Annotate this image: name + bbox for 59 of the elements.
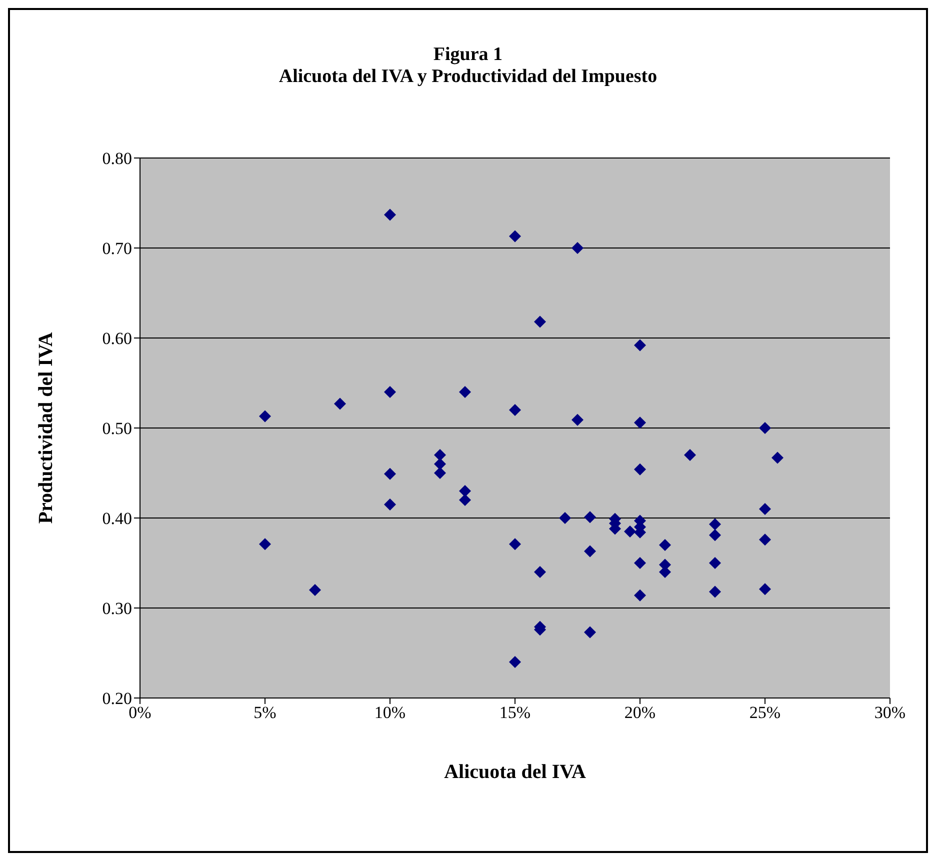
point	[384, 386, 396, 398]
point	[772, 452, 784, 464]
point	[709, 586, 721, 598]
point	[509, 538, 521, 550]
point	[434, 449, 446, 461]
x-axis-title: Alicuota del IVA	[444, 761, 586, 783]
x-tick-label: 5%	[254, 703, 276, 722]
point	[384, 498, 396, 510]
point	[434, 458, 446, 470]
x-tick-label: 25%	[749, 703, 781, 722]
point	[509, 656, 521, 668]
point	[624, 526, 636, 538]
point	[584, 545, 596, 558]
point	[384, 208, 396, 221]
point	[334, 398, 346, 410]
y-tick-label: 0.50	[102, 419, 132, 438]
point	[572, 242, 584, 254]
point	[559, 512, 571, 524]
chart-subtitle: Alicuota del IVA y Productividad del Impuesto	[278, 66, 658, 88]
point	[634, 589, 646, 602]
point	[459, 494, 471, 506]
point	[534, 566, 546, 578]
point	[709, 557, 721, 569]
point	[659, 539, 671, 551]
y-tick-label: 0.30	[102, 599, 132, 618]
y-tick-label: 0.40	[102, 509, 132, 528]
point	[384, 468, 396, 480]
x-tick-label: 15%	[499, 703, 531, 722]
point	[309, 584, 321, 596]
point	[584, 511, 596, 524]
point	[259, 538, 271, 550]
point	[759, 583, 771, 596]
x-tick-label: 30%	[874, 703, 906, 722]
point	[634, 463, 646, 476]
point	[584, 626, 596, 638]
x-tick-label: 20%	[624, 703, 656, 722]
point	[572, 414, 584, 426]
point	[759, 422, 771, 434]
y-tick-label: 0.60	[102, 329, 132, 348]
point	[534, 316, 546, 328]
point	[459, 386, 471, 398]
point	[509, 404, 521, 416]
point	[509, 230, 521, 242]
point	[459, 485, 471, 497]
point	[759, 503, 771, 515]
x-tick-label: 10%	[374, 703, 406, 722]
point	[709, 529, 721, 542]
y-axis-title: Productividad del IVA	[35, 332, 58, 524]
point	[709, 518, 721, 530]
point	[434, 467, 446, 479]
point	[759, 534, 771, 546]
point	[684, 449, 696, 461]
point	[634, 557, 646, 569]
point	[634, 339, 646, 352]
chart-title: Figura 1	[432, 44, 504, 66]
point	[259, 410, 271, 422]
point	[634, 416, 646, 429]
y-tick-label: 0.70	[102, 239, 132, 258]
y-tick-label: 0.80	[102, 149, 132, 168]
